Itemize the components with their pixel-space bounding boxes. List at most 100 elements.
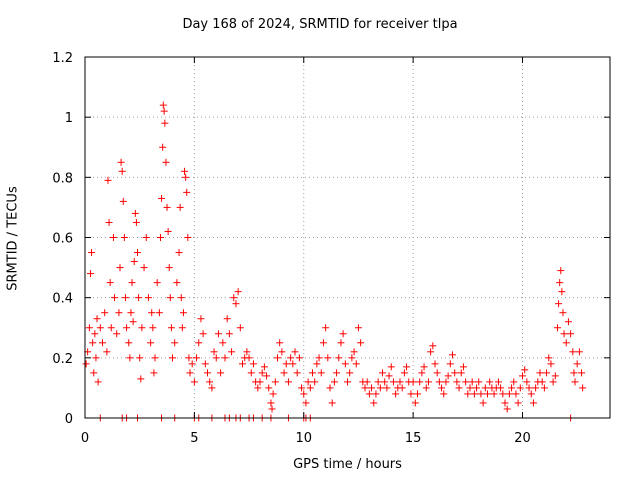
data-point bbox=[470, 390, 478, 398]
data-point bbox=[201, 360, 209, 368]
data-point bbox=[289, 360, 297, 368]
y-tick-label: 0 bbox=[65, 412, 73, 427]
data-point bbox=[398, 384, 406, 392]
data-point bbox=[295, 354, 303, 362]
data-point bbox=[361, 384, 369, 392]
data-point bbox=[239, 360, 246, 368]
data-point bbox=[132, 218, 140, 226]
data-point bbox=[337, 339, 345, 347]
data-point bbox=[243, 348, 251, 356]
y-tick-label: 0.6 bbox=[52, 232, 73, 247]
data-point bbox=[385, 372, 393, 380]
data-point bbox=[341, 360, 349, 368]
data-point bbox=[105, 218, 113, 226]
data-point bbox=[223, 315, 231, 323]
data-point bbox=[444, 372, 452, 380]
data-point bbox=[136, 354, 144, 362]
data-point bbox=[121, 294, 129, 302]
data-point bbox=[280, 369, 288, 377]
data-point bbox=[350, 348, 358, 356]
data-point bbox=[455, 384, 463, 392]
data-point bbox=[276, 339, 284, 347]
data-point bbox=[120, 234, 128, 241]
data-point bbox=[197, 315, 205, 323]
data-point bbox=[167, 324, 175, 332]
data-point bbox=[427, 348, 435, 356]
data-point bbox=[287, 354, 295, 362]
data-point bbox=[228, 348, 236, 356]
data-point bbox=[245, 354, 253, 362]
x-axis-label: GPS time / hours bbox=[293, 457, 402, 472]
y-tick-label: 0.4 bbox=[52, 292, 73, 307]
data-point bbox=[234, 288, 242, 296]
data-point bbox=[155, 309, 163, 317]
data-point bbox=[101, 309, 109, 317]
data-point bbox=[446, 360, 454, 368]
data-point bbox=[278, 348, 286, 356]
data-point bbox=[508, 384, 516, 392]
data-point bbox=[392, 390, 400, 398]
data-point bbox=[557, 267, 565, 275]
data-point bbox=[148, 309, 156, 317]
data-point bbox=[501, 399, 509, 407]
data-point bbox=[138, 324, 146, 332]
data-point bbox=[284, 378, 292, 386]
data-point bbox=[569, 348, 577, 356]
data-point bbox=[387, 363, 395, 371]
tick-layer: 0 0.2 0.4 0.6 0.8 1 1.2 0 5 10 15 20 bbox=[52, 51, 610, 446]
data-point bbox=[88, 249, 96, 257]
x-tick-label: 15 bbox=[405, 431, 422, 446]
data-point bbox=[92, 354, 100, 362]
data-point bbox=[451, 369, 459, 377]
data-point bbox=[302, 399, 310, 407]
y-tick-label: 0.8 bbox=[52, 171, 73, 186]
data-point bbox=[354, 324, 362, 332]
data-layer bbox=[82, 101, 587, 422]
data-point bbox=[383, 384, 391, 392]
data-point bbox=[177, 294, 185, 302]
data-point bbox=[94, 378, 102, 386]
data-point bbox=[106, 279, 114, 287]
data-point bbox=[556, 279, 564, 287]
data-point bbox=[268, 405, 276, 413]
data-point bbox=[219, 339, 227, 347]
data-point bbox=[317, 369, 325, 377]
data-point bbox=[96, 324, 104, 332]
data-point bbox=[256, 378, 264, 386]
data-point bbox=[346, 369, 354, 377]
data-point bbox=[494, 378, 502, 386]
y-tick-label: 1.2 bbox=[52, 51, 73, 66]
data-point bbox=[466, 384, 474, 392]
data-point bbox=[578, 369, 586, 377]
data-point bbox=[206, 378, 214, 386]
data-point bbox=[127, 309, 135, 317]
data-point bbox=[111, 294, 119, 302]
data-point bbox=[298, 384, 306, 392]
data-point bbox=[322, 324, 330, 332]
data-point bbox=[429, 342, 437, 350]
data-point bbox=[516, 384, 524, 392]
data-point bbox=[416, 378, 424, 386]
data-point bbox=[85, 324, 93, 332]
data-point bbox=[519, 372, 526, 380]
data-point bbox=[558, 288, 566, 296]
data-point bbox=[142, 234, 150, 241]
data-point bbox=[135, 294, 143, 302]
data-point bbox=[263, 372, 271, 380]
data-point bbox=[348, 354, 356, 362]
data-point bbox=[457, 369, 465, 377]
data-point bbox=[212, 354, 220, 362]
data-point bbox=[420, 363, 428, 371]
data-point bbox=[497, 384, 505, 392]
data-point bbox=[453, 378, 461, 386]
data-point bbox=[165, 264, 173, 272]
data-point bbox=[162, 158, 170, 166]
data-point bbox=[282, 360, 290, 368]
data-point bbox=[156, 234, 164, 241]
data-point bbox=[128, 279, 136, 287]
data-point bbox=[265, 384, 273, 392]
data-point bbox=[477, 390, 485, 398]
data-point bbox=[330, 378, 338, 386]
data-point bbox=[258, 369, 266, 377]
data-point bbox=[564, 318, 572, 326]
